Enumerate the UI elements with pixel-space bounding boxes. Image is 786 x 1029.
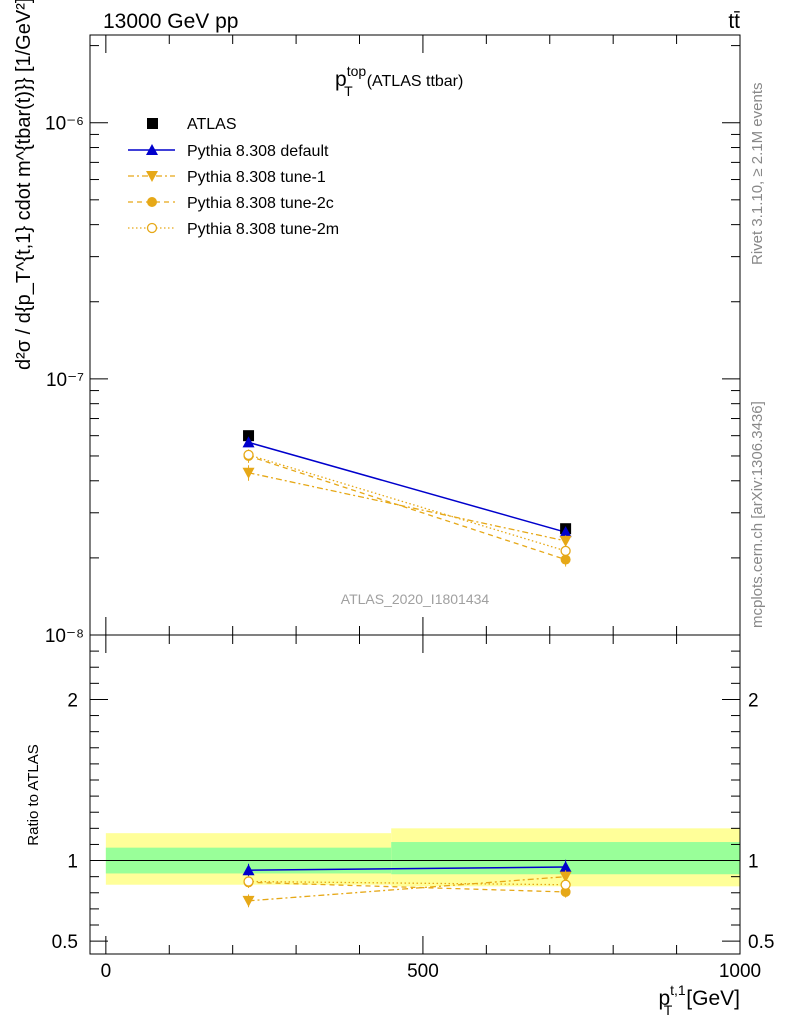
legend-label-tune2m: Pythia 8.308 tune-2m <box>187 221 339 238</box>
ratio-frame <box>89 634 741 955</box>
main-data-layer <box>242 430 572 567</box>
ratio-data-point <box>242 864 255 876</box>
main-data-point <box>242 467 255 479</box>
main-data-point <box>559 526 572 538</box>
main-series-line <box>248 441 566 533</box>
ratio-data-point <box>559 861 572 872</box>
x-axis-label: pt,1 T [GeV] <box>658 982 740 1018</box>
main-y-tick-label: 10⁻⁸ <box>45 626 84 647</box>
ratio-data-layer <box>242 859 572 908</box>
x-tick-label: 500 <box>407 961 439 982</box>
ratio-y-tick-label: 0.5 <box>52 932 78 953</box>
main-y-tick-label: 10⁻⁷ <box>46 370 84 391</box>
ratio-y-tick-label-right: 2 <box>748 690 759 711</box>
ratio-data-point <box>242 895 255 907</box>
ratio-panel: 0.5 0.5 1 1 2 2 0 500 1000 Ratio to ATLAS pt,1 T… <box>25 35 774 1018</box>
ratio-data-point <box>559 871 572 883</box>
ratio-y-axis-label: Ratio to ATLAS <box>25 744 42 845</box>
ratio-y-tick-label-right: 0.5 <box>748 932 774 953</box>
main-y-tick-label: 10⁻⁶ <box>45 114 84 135</box>
x-tick-label: 0 <box>101 961 112 982</box>
ratio-series-line <box>248 881 566 893</box>
ratio-data-point <box>560 886 571 897</box>
legend-label-atlas: ATLAS <box>187 116 237 133</box>
ratio-series-line <box>248 866 566 871</box>
x-tick-label: 1000 <box>719 961 761 982</box>
ratio-y-tick-label: 2 <box>67 690 78 711</box>
main-y-ticks: 10⁻⁸ 10⁻⁷ 10⁻⁶ <box>45 45 740 647</box>
legend-marker-tune2m <box>146 222 158 234</box>
ratio-y-tick-label-right: 1 <box>748 852 759 873</box>
ratio-series-line <box>248 880 566 886</box>
main-data-point <box>560 545 571 557</box>
main-series-line <box>248 455 566 561</box>
main-panel: 10⁻⁸ 10⁻⁷ 10⁻⁶ ptop T(ATLAS ttbar) ATLAS_20… <box>13 0 741 647</box>
legend-marker-atlas <box>147 118 158 129</box>
legend: ATLAS Pythia 8.308 default Pythia 8.308 … <box>128 116 339 238</box>
legend-label-tune1: Pythia 8.308 tune-1 <box>187 169 326 186</box>
legend-label-tune2c: Pythia 8.308 tune-2c <box>187 195 334 212</box>
ratio-data-point <box>243 876 254 887</box>
main-data-point <box>243 430 255 442</box>
main-series-line <box>248 472 566 542</box>
ratio-series-line <box>248 876 566 902</box>
legend-label-default: Pythia 8.308 default <box>187 143 329 160</box>
ratio-uncertainty-bands <box>90 828 740 887</box>
plot-title: ptop T(ATLAS ttbar) <box>335 63 463 99</box>
main-series-line <box>248 454 566 552</box>
main-data-point <box>242 436 255 448</box>
legend-marker-default <box>146 144 158 155</box>
main-data-point <box>559 535 572 547</box>
x-axis-ticks: 0 500 1000 <box>101 35 761 982</box>
header-left: 13000 GeV pp <box>103 10 238 33</box>
ratio-data-point <box>560 879 571 890</box>
main-y-axis-label: d²σ / d{p_T^{t,1} cdot m^{tbar(t)}} [1/G… <box>13 0 35 370</box>
legend-marker-tune2c <box>147 197 157 207</box>
watermark: ATLAS_2020_I1801434 <box>341 591 490 607</box>
side-label-bottom: mcplots.cern.ch [arXiv:1306.3436] <box>749 401 766 628</box>
side-label-top: Rivet 3.1.10, ≥ 2.1M events <box>749 83 766 266</box>
header-right: tt̄ <box>728 10 740 33</box>
legend-marker-tune1 <box>146 171 158 182</box>
main-data-point <box>560 554 571 565</box>
ratio-y-tick-label: 1 <box>67 852 78 873</box>
ratio-y-ticks: 0.5 0.5 1 1 2 2 <box>52 650 774 953</box>
main-data-point <box>243 449 254 461</box>
